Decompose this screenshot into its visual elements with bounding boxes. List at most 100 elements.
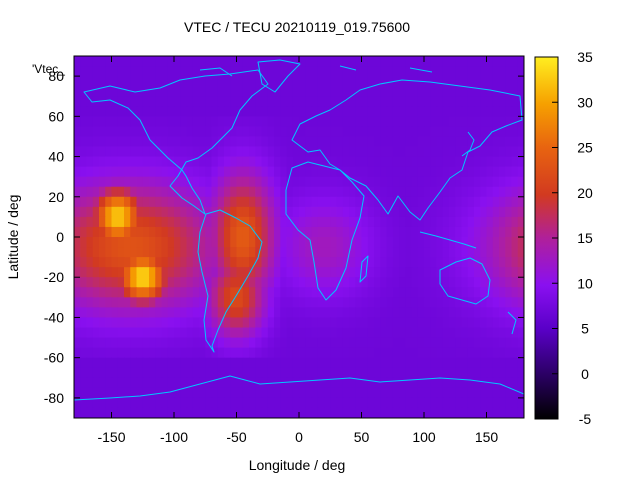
heatmap-cell — [149, 196, 156, 208]
heatmap-cell — [342, 357, 350, 369]
heatmap-cell — [317, 66, 325, 77]
heatmap-cell — [86, 116, 94, 127]
heatmap-cell — [224, 257, 231, 268]
heatmap-cell — [130, 76, 138, 87]
heatmap-cell — [474, 136, 481, 148]
heatmap-cell — [136, 367, 144, 379]
heatmap-cell — [336, 166, 344, 178]
heatmap-cell — [449, 357, 456, 369]
heatmap-cell — [480, 156, 488, 168]
heatmap-cell — [205, 317, 213, 329]
heatmap-cell — [249, 367, 256, 379]
heatmap-cell — [211, 56, 219, 67]
heatmap-cell — [380, 126, 388, 138]
heatmap-cell — [155, 206, 163, 218]
heatmap-cell — [317, 337, 325, 349]
heatmap-cell — [205, 257, 213, 268]
heatmap-cell — [449, 317, 456, 329]
coastline-africa — [285, 161, 365, 301]
heatmap-cell — [130, 317, 138, 329]
heatmap-cell — [399, 327, 406, 339]
heatmap-cell — [399, 277, 406, 288]
heatmap-cell — [330, 66, 338, 77]
heatmap-cell — [474, 407, 481, 418]
heatmap-cell — [224, 287, 231, 298]
heatmap-cell — [99, 377, 106, 389]
heatmap-cell — [511, 307, 519, 319]
heatmap-cell — [267, 367, 275, 379]
heatmap-cell — [274, 367, 281, 379]
heatmap-cell — [261, 407, 269, 418]
heatmap-cell — [467, 106, 475, 117]
heatmap-cell — [86, 56, 94, 67]
heatmap-cell — [299, 146, 306, 158]
heatmap-cell — [142, 317, 150, 329]
heatmap-cell — [430, 106, 438, 117]
heatmap-cell — [224, 317, 231, 329]
heatmap-cell — [205, 407, 213, 418]
heatmap-cell — [205, 156, 213, 168]
heatmap-cell — [142, 86, 150, 97]
heatmap-cell — [349, 216, 356, 228]
heatmap-cell — [424, 297, 431, 308]
heatmap-cell — [199, 96, 206, 107]
heatmap-cell — [461, 367, 469, 379]
heatmap-cell — [92, 237, 100, 248]
heatmap-cell — [424, 146, 431, 158]
heatmap-cell — [249, 126, 256, 138]
heatmap-cell — [361, 327, 369, 339]
heatmap-cell — [111, 397, 119, 409]
heatmap-cell — [505, 407, 513, 418]
heatmap-cell — [317, 407, 325, 418]
heatmap-cell — [436, 86, 444, 97]
heatmap-cell — [230, 407, 238, 418]
heatmap-cell — [236, 237, 244, 248]
heatmap-cell — [367, 196, 375, 208]
heatmap-cell — [236, 216, 244, 228]
heatmap-cell — [186, 267, 194, 278]
heatmap-cell — [267, 126, 275, 138]
heatmap-cell — [505, 347, 513, 359]
heatmap-cell — [324, 407, 331, 418]
heatmap-cell — [355, 96, 363, 107]
heatmap-cell — [517, 277, 524, 288]
heatmap-cell — [499, 186, 506, 198]
heatmap-cell — [111, 357, 119, 369]
heatmap-cell — [267, 247, 275, 258]
heatmap-cell — [386, 96, 394, 107]
heatmap-cell — [105, 367, 113, 379]
heatmap-cell — [92, 186, 100, 198]
heatmap-cell — [230, 136, 238, 148]
heatmap-cell — [92, 106, 100, 117]
heatmap-cell — [511, 257, 519, 268]
heatmap-cell — [417, 116, 425, 127]
heatmap-cell — [392, 267, 400, 278]
heatmap-cell — [417, 136, 425, 148]
heatmap-cell — [480, 106, 488, 117]
heatmap-cell — [155, 166, 163, 178]
heatmap-cell — [299, 317, 306, 329]
heatmap-cell — [442, 56, 450, 67]
heatmap-cell — [367, 156, 375, 168]
heatmap-cell — [211, 377, 219, 389]
heatmap-cell — [336, 86, 344, 97]
heatmap-cell — [280, 327, 288, 339]
coastline-madagascar — [359, 255, 369, 283]
heatmap-cell — [130, 156, 138, 168]
heatmap-cell — [286, 96, 294, 107]
heatmap-cell — [511, 126, 519, 138]
heatmap-cell — [155, 307, 163, 319]
heatmap-cell — [99, 76, 106, 87]
heatmap-cell — [311, 337, 319, 349]
heatmap-cell — [242, 387, 250, 399]
heatmap-cell — [99, 367, 106, 379]
heatmap-cell — [411, 267, 419, 278]
heatmap-cell — [324, 186, 331, 198]
heatmap-cell — [92, 257, 100, 268]
heatmap-cell — [486, 347, 494, 359]
heatmap-cell — [180, 337, 188, 349]
heatmap-cell — [236, 146, 244, 158]
heatmap-cell — [467, 317, 475, 329]
heatmap-cell — [311, 397, 319, 409]
